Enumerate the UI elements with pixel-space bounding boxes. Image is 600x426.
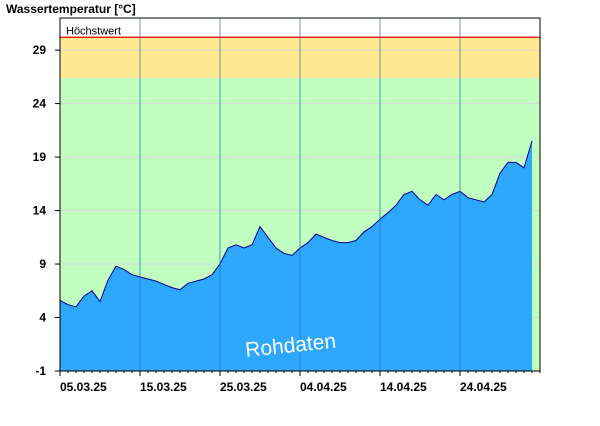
series-area [60, 141, 532, 371]
y-tick-label-0: -1 [35, 364, 46, 378]
y-tick-label-1: 4 [39, 311, 46, 325]
threshold-label-0: Höchstwert [66, 25, 121, 37]
x-tick-label-0: 05.03.25 [60, 380, 107, 394]
y-tick-label-5: 24 [33, 97, 47, 111]
x-tick-label-4: 14.04.25 [380, 380, 427, 394]
plot-area: hochHöchstwert-1491419242905.03.2515.03.… [33, 17, 541, 394]
x-tick-label-5: 24.04.25 [460, 380, 507, 394]
x-tick-label-2: 25.03.25 [220, 380, 267, 394]
x-tick-label-3: 04.04.25 [300, 380, 347, 394]
series-line [59, 140, 533, 308]
x-tick-label-1: 15.03.25 [140, 380, 187, 394]
y-tick-label-3: 14 [33, 204, 47, 218]
chart-title: Wassertemperatur [°C] [6, 2, 136, 16]
y-tick-label-4: 19 [33, 150, 47, 164]
y-tick-label-6: 29 [33, 43, 47, 57]
y-tick-label-2: 9 [39, 257, 46, 271]
